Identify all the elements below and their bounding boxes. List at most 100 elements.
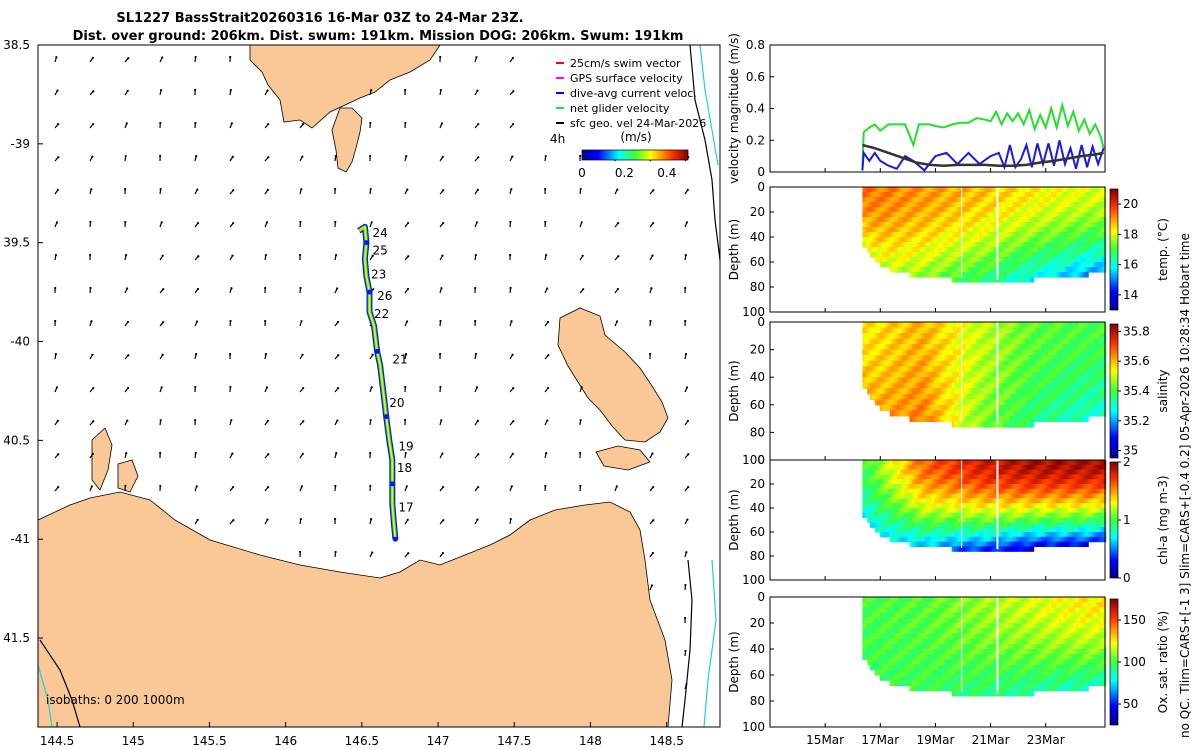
temperature-cell [1053, 267, 1057, 273]
salinity-cell [897, 360, 901, 367]
temperature-cell [1063, 207, 1067, 213]
chlorophyll-cell [951, 503, 955, 509]
temperature-cell [981, 222, 985, 228]
temperature-cell [993, 202, 997, 208]
velocity-arrow-head [194, 385, 197, 389]
chlorophyll-cell [874, 488, 878, 495]
salinity-cell [1055, 349, 1059, 356]
salinity-cell [941, 371, 945, 378]
temperature-cell [1046, 252, 1050, 258]
temperature-cell [909, 202, 913, 208]
temperature-cell [961, 197, 965, 203]
chlorophyll-cell [897, 469, 901, 475]
salinity-cell [974, 382, 978, 389]
salinity-cell [1003, 377, 1007, 384]
salinity-cell [936, 344, 940, 351]
salinity-cell [1053, 371, 1057, 378]
salinity-cell [1001, 327, 1005, 334]
salinity-cell [951, 421, 955, 428]
chlorophyll-cell [934, 536, 938, 543]
salinity-cell [954, 421, 958, 428]
temperature-cell [988, 232, 992, 238]
salinity-cell [1021, 404, 1025, 411]
land-victoria [249, 44, 441, 129]
temperature-cell [1041, 197, 1045, 203]
salinity-cell [946, 366, 950, 373]
temperature-cell [1048, 202, 1052, 208]
salinity-cell [1093, 355, 1097, 362]
salinity-cell [986, 382, 990, 389]
velocity-arrow-head [266, 188, 269, 191]
velocity-arrow-head [509, 253, 512, 257]
chlorophyll-cell [904, 464, 908, 471]
temperature-cell [941, 242, 945, 248]
map-frame [37, 44, 721, 728]
chlorophyll-cell [912, 512, 916, 519]
day-label: 22 [374, 307, 389, 321]
salinity-cell [1070, 377, 1074, 384]
temperature-cell [1046, 257, 1050, 263]
salinity-cell [1013, 371, 1017, 378]
chlorophyll-cell [941, 541, 945, 547]
salinity-cell [961, 327, 965, 334]
temperature-cell [959, 227, 963, 233]
salinity-cell [971, 322, 975, 329]
temperature-cell [954, 257, 958, 263]
salinity-cell [964, 371, 968, 378]
temperature-cell [1068, 257, 1072, 263]
chlorophyll-cell [899, 488, 903, 495]
velocity-arrow-head [684, 286, 687, 290]
temperature-cell [1098, 202, 1102, 208]
velocity-arrow-head [267, 453, 270, 456]
chlorophyll-cell [904, 474, 908, 480]
temperature-cell [1026, 202, 1030, 208]
chlorophyll-cell [966, 493, 970, 499]
chlorophyll-cell [909, 512, 913, 519]
temperature-cell [1093, 187, 1097, 193]
temperature-cell [961, 232, 965, 238]
salinity-cell [949, 393, 953, 400]
velocity-arrow-head [405, 155, 408, 158]
temperature-cell [879, 217, 883, 223]
temperature-cell [872, 222, 876, 228]
temperature-cell [1008, 272, 1012, 278]
temperature-cell [1018, 257, 1022, 263]
temperature-cell [1098, 222, 1102, 228]
salinity-cell [1033, 338, 1037, 345]
salinity-cell [929, 399, 933, 406]
salinity-cell [1095, 393, 1099, 400]
temperature-cell [1026, 222, 1030, 228]
temperature-cell [941, 232, 945, 238]
salinity-cell [993, 338, 997, 345]
salinity-cell [879, 333, 883, 340]
salinity-cell [946, 338, 950, 345]
temperature-cell [1031, 227, 1035, 233]
salinity-cell [1018, 421, 1022, 428]
chlorophyll-cell [879, 503, 883, 509]
salinity-cell [1060, 371, 1064, 378]
chlorophyll-cell [959, 479, 963, 485]
chlorophyll-cell [879, 493, 883, 499]
salinity-cell [991, 421, 995, 428]
salinity-cell [929, 338, 933, 345]
track-point [374, 348, 380, 354]
temperature-cell [964, 197, 968, 203]
salinity-cell [988, 415, 992, 422]
temperature-cell [899, 202, 903, 208]
salinity-cell [1026, 399, 1030, 406]
temperature-cell [897, 207, 901, 213]
temperature-cell [931, 272, 935, 278]
temperature-cell [889, 227, 893, 233]
salinity-cell [979, 421, 983, 428]
temperature-cell [919, 202, 923, 208]
temperature-cell [884, 232, 888, 238]
velocity-arrow-head [510, 188, 513, 191]
velocity-arrow-head [230, 419, 233, 422]
salinity-cell [912, 360, 916, 367]
temperature-cell [874, 197, 878, 203]
salinity-cell [1070, 344, 1074, 351]
salinity-cell [879, 349, 883, 356]
temperature-cell [1046, 232, 1050, 238]
temperature-cell [971, 217, 975, 223]
salinity-cell [904, 349, 908, 356]
